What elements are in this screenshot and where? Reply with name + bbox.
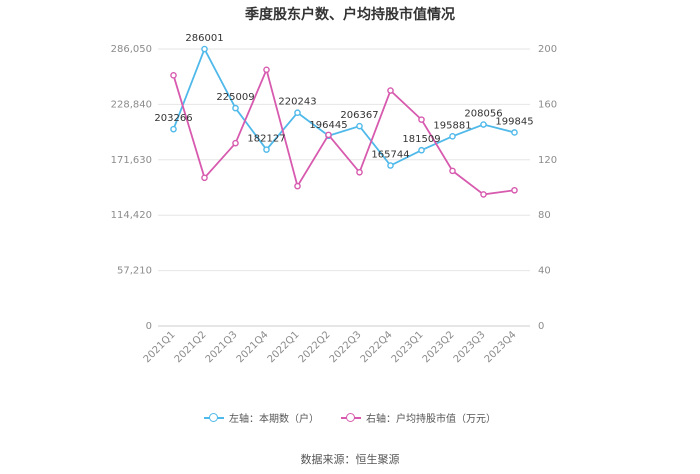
y-left-tick-label: 171,630 bbox=[111, 155, 152, 166]
y-left-tick-label: 228,840 bbox=[111, 99, 152, 110]
data-point bbox=[418, 146, 425, 154]
legend-swatch-icon bbox=[341, 412, 361, 423]
data-point bbox=[418, 116, 425, 123]
data-point bbox=[170, 72, 177, 79]
x-tick-label: 2022Q2 bbox=[297, 329, 333, 365]
y-right-tick-label: 80 bbox=[538, 210, 551, 221]
legend-label: 左轴：本期数（户） bbox=[229, 414, 319, 425]
data-point bbox=[387, 87, 394, 94]
data-label: 199845 bbox=[495, 116, 533, 127]
y-right-tick-label: 200 bbox=[538, 44, 557, 55]
y-right-tick-label: 160 bbox=[538, 99, 557, 110]
x-tick-label: 2023Q1 bbox=[390, 329, 426, 365]
data-label: 225009 bbox=[216, 92, 254, 103]
x-tick-label: 2021Q4 bbox=[235, 329, 271, 365]
y-right-tick-label: 120 bbox=[538, 155, 557, 166]
data-point bbox=[170, 125, 177, 133]
data-point bbox=[511, 186, 518, 194]
y-left-tick-label: 57,210 bbox=[117, 266, 152, 277]
chart-title: 季度股东户数、户均持股市值情况 bbox=[245, 7, 455, 23]
data-label: 206367 bbox=[340, 110, 378, 121]
x-tick-label: 2021Q1 bbox=[142, 329, 178, 365]
data-point bbox=[263, 66, 270, 74]
y-left-tick-label: 286,050 bbox=[111, 44, 152, 55]
data-label: 286001 bbox=[185, 33, 223, 44]
data-point bbox=[294, 182, 301, 190]
data-point bbox=[356, 168, 363, 176]
data-label: 181509 bbox=[402, 134, 440, 145]
legend: 左轴：本期数（户） 右轴：户均持股市值（万元） bbox=[0, 410, 700, 425]
data-labels: 203266 286001 225009 182127 220243 1964452063… bbox=[154, 33, 533, 160]
legend-item-left[interactable]: 左轴：本期数（户） bbox=[204, 410, 319, 425]
data-point bbox=[356, 122, 363, 130]
x-tick-label: 2022Q4 bbox=[359, 329, 395, 365]
data-label: 196445 bbox=[309, 120, 347, 131]
data-point bbox=[480, 191, 487, 198]
data-point bbox=[449, 133, 456, 140]
series-line-1 bbox=[172, 67, 515, 196]
y-right-tick-label: 40 bbox=[538, 266, 551, 277]
data-label: 165744 bbox=[371, 149, 409, 160]
data-label: 195881 bbox=[433, 120, 471, 131]
grid-lines bbox=[158, 48, 530, 327]
data-point bbox=[201, 174, 208, 182]
data-label: 182127 bbox=[247, 134, 285, 145]
data-point bbox=[294, 109, 301, 117]
data-point bbox=[325, 131, 332, 139]
x-tick-label: 2023Q4 bbox=[483, 329, 519, 365]
x-tick-label: 2021Q3 bbox=[204, 329, 240, 365]
data-point bbox=[511, 129, 518, 136]
y-right-tick-label: 0 bbox=[538, 321, 544, 332]
x-tick-label: 2022Q3 bbox=[328, 329, 364, 365]
legend-label: 右轴：户均持股市值（万元） bbox=[366, 414, 496, 425]
data-point bbox=[232, 104, 239, 112]
chart-plot: 0 0 57,210 40 114,420 80 171,630 120 228,840 160 2… bbox=[111, 33, 557, 365]
legend-swatch-icon bbox=[204, 412, 224, 423]
data-label: 220243 bbox=[278, 97, 316, 108]
data-label: 208056 bbox=[464, 109, 502, 120]
data-point bbox=[263, 146, 270, 153]
data-point bbox=[480, 121, 487, 128]
data-point bbox=[232, 139, 239, 147]
x-tick-label: 2022Q1 bbox=[266, 329, 302, 365]
data-point bbox=[449, 167, 456, 175]
x-tick-label: 2023Q2 bbox=[421, 329, 457, 365]
legend-item-right[interactable]: 右轴：户均持股市值（万元） bbox=[341, 410, 496, 425]
series-line-0 bbox=[172, 46, 515, 167]
data-label: 203266 bbox=[154, 113, 192, 124]
x-tick-label: 2023Q3 bbox=[452, 329, 488, 365]
axis-ticks: 0 0 57,210 40 114,420 80 171,630 120 228,840 160 2… bbox=[111, 44, 557, 365]
y-left-tick-label: 114,420 bbox=[111, 210, 152, 221]
data-point bbox=[201, 45, 208, 53]
data-source: 数据来源：恒生聚源 bbox=[300, 453, 400, 466]
series-lines bbox=[170, 45, 518, 198]
x-tick-label: 2021Q2 bbox=[173, 329, 209, 365]
y-left-tick-label: 0 bbox=[146, 321, 152, 332]
data-point bbox=[387, 162, 394, 169]
